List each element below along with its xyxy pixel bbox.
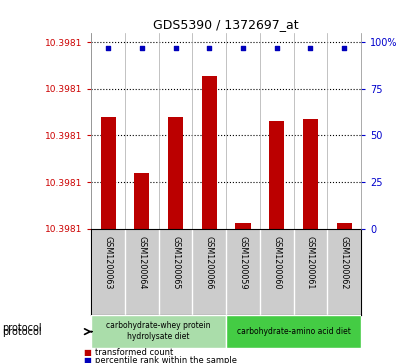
- Point: [273, 45, 280, 50]
- Text: ■: ■: [83, 348, 91, 356]
- Bar: [337, 223, 352, 229]
- Text: protocol: protocol: [2, 323, 42, 333]
- Point: [105, 45, 112, 50]
- Bar: [168, 117, 183, 229]
- Point: [240, 45, 247, 50]
- Text: carbohydrate-whey protein
hydrolysate diet: carbohydrate-whey protein hydrolysate di…: [107, 321, 211, 341]
- Text: GSM1200064: GSM1200064: [137, 236, 146, 289]
- Bar: [303, 119, 318, 229]
- Text: GSM1200065: GSM1200065: [171, 236, 180, 289]
- Title: GDS5390 / 1372697_at: GDS5390 / 1372697_at: [154, 19, 299, 32]
- Text: percentile rank within the sample: percentile rank within the sample: [95, 356, 237, 363]
- Text: GSM1200063: GSM1200063: [104, 236, 112, 289]
- Text: transformed count: transformed count: [95, 348, 174, 356]
- Bar: [100, 117, 116, 229]
- Text: GSM1200059: GSM1200059: [239, 236, 247, 289]
- Text: GSM1200066: GSM1200066: [205, 236, 214, 289]
- Bar: [226, 315, 361, 348]
- Bar: [91, 315, 226, 348]
- Point: [139, 45, 145, 50]
- Bar: [269, 121, 284, 229]
- Text: carbohydrate-amino acid diet: carbohydrate-amino acid diet: [237, 327, 351, 336]
- Text: protocol: protocol: [2, 327, 42, 337]
- Bar: [235, 223, 251, 229]
- Bar: [134, 173, 149, 229]
- Text: GSM1200060: GSM1200060: [272, 236, 281, 289]
- Point: [341, 45, 347, 50]
- Bar: [202, 76, 217, 229]
- Text: GSM1200062: GSM1200062: [340, 236, 349, 289]
- Point: [206, 45, 212, 50]
- Point: [307, 45, 314, 50]
- Text: ■: ■: [83, 356, 91, 363]
- Text: GSM1200061: GSM1200061: [306, 236, 315, 289]
- Point: [172, 45, 179, 50]
